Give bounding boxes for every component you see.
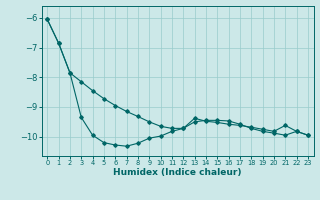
X-axis label: Humidex (Indice chaleur): Humidex (Indice chaleur) [113, 168, 242, 177]
